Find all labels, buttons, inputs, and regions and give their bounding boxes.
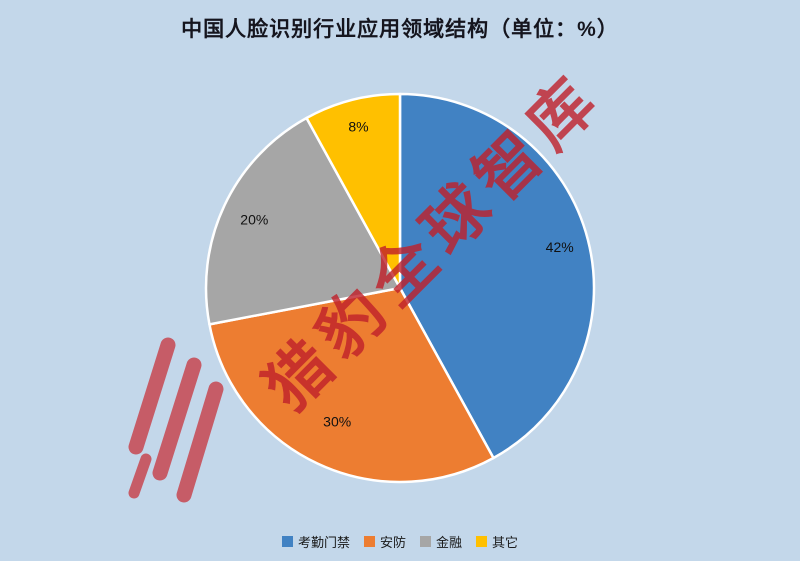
legend-item-attendance: 考勤门禁	[281, 532, 350, 551]
legend-swatch-attendance	[281, 536, 293, 547]
legend-item-finance: 金融	[420, 532, 462, 551]
legend-swatch-finance	[420, 536, 431, 547]
legend-swatch-security	[363, 536, 375, 547]
pie-slice-3	[204, 116, 402, 326]
legend-label-attendance: 考勤门禁	[297, 535, 350, 550]
pie-slice-4	[305, 92, 402, 290]
legend-label-other: 其它	[492, 535, 519, 550]
pie-slice-1	[398, 92, 596, 460]
legend-label-security: 安防	[379, 535, 406, 550]
legend-label-finance: 金融	[436, 535, 463, 550]
pie-data-label: 8%	[348, 118, 368, 134]
chart-legend: 考勤门禁 安防 金融 其它	[0, 532, 800, 551]
legend-item-security: 安防	[363, 532, 406, 551]
pie-slice-2	[208, 286, 495, 484]
legend-item-other: 其它	[476, 532, 518, 551]
chart-title: 中国人脸识别行业应用领域结构（单位：%）	[181, 18, 619, 41]
pie-data-label: 20%	[240, 211, 268, 227]
pie-data-label: 30%	[323, 413, 351, 429]
legend-swatch-other	[476, 536, 488, 547]
pie-data-label: 42%	[546, 239, 574, 255]
